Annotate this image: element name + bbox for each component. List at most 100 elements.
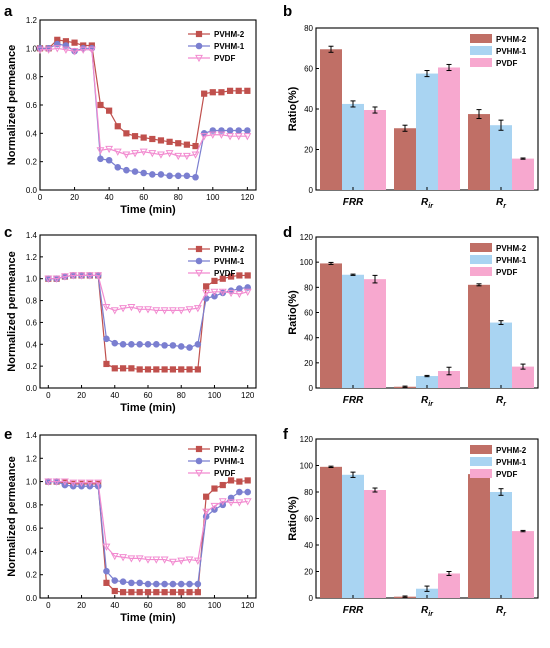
y-tick-label: 0 [309,594,314,603]
data-point [94,272,103,280]
data-point [236,478,243,485]
data-point [105,145,114,154]
data-point [211,292,218,300]
data-point [244,87,251,94]
data-point [236,488,243,496]
legend-item: PVHM-1 [470,457,527,467]
data-point [119,305,128,313]
data-point [177,343,185,350]
data-point [140,134,147,141]
legend-marker [195,30,203,38]
data-point [96,147,105,155]
y-tick-label: 0.6 [26,101,38,110]
legend-marker [195,445,203,453]
data-point [128,579,135,587]
data-point [103,335,110,343]
data-point [226,133,235,141]
category-label: Rir [421,605,434,618]
x-tick-label: 100 [208,391,222,400]
x-tick-label: 0 [38,193,43,202]
y-tick-label: 20 [304,568,313,577]
category-sub: r [503,401,507,408]
y-tick-label: 0.2 [26,571,38,580]
bar [320,263,342,388]
data-point [169,342,177,349]
data-point [152,307,161,315]
data-point [244,272,251,279]
legend-swatch [470,469,492,478]
legend-marker [195,269,203,278]
legend-item: PVDF [188,54,235,63]
data-point [119,365,127,372]
data-point [183,141,190,148]
legend-swatch [470,58,492,67]
data-point [144,306,152,314]
data-point [243,288,252,296]
category-main: R [421,395,429,406]
y-axis-title: Normalized permeance [6,45,18,165]
legend-label: PVDF [214,54,235,63]
category-sub: ir [428,401,434,408]
data-point [183,172,191,180]
data-point [169,366,177,373]
legend-item: PVHM-2 [188,30,245,39]
legend-label: PVHM-1 [214,257,245,266]
y-tick-label: 0 [309,384,314,393]
y-tick-label: 0.8 [26,73,38,82]
legend-item: PVHM-2 [470,243,527,253]
data-point [140,169,147,177]
data-point [70,48,79,56]
y-tick-label: 1.2 [26,16,38,25]
data-point [44,478,53,486]
data-point [135,306,144,314]
y-tick-label: 100 [300,462,314,471]
x-tick-label: 0 [46,601,51,610]
data-point [60,478,69,486]
bar [438,371,460,388]
data-point [193,557,202,565]
data-point [44,46,53,54]
data-point [122,151,131,159]
data-point [178,366,185,373]
line-chart-c: 0.0 0.2 0.4 0.6 0.8 1.0 1.2 1.4 0 20 40 60 80 100 120 T… [6,231,257,414]
data-point [243,498,252,506]
data-point [235,290,244,299]
legend-label: PVHM-1 [214,42,245,51]
y-axis-title: Ratio(%) [287,496,299,541]
x-axis-title: Time (min) [120,204,176,216]
data-point [177,580,185,588]
data-point [60,273,69,281]
legend-label: PVHM-2 [214,445,245,454]
legend-swatch [470,255,492,264]
bar [364,110,386,190]
data-point [157,137,165,144]
y-tick-label: 100 [300,258,314,267]
data-point [201,90,208,97]
x-tick-label: 40 [105,193,114,202]
y-tick-label: 0.2 [26,158,38,167]
legend-item: PVHM-2 [188,445,245,454]
y-tick-label: 40 [304,105,313,114]
data-point [186,366,193,373]
bar [438,67,460,190]
data-point [79,46,88,54]
data-point [226,127,234,134]
data-point [136,366,143,373]
x-axis-title: Time (min) [120,402,176,414]
category-label: Rr [496,605,507,618]
data-point [200,133,209,141]
category-main: R [496,197,504,208]
data-point [166,172,173,180]
bar [490,492,512,598]
legend-label: PVDF [496,470,517,479]
category-sub: ir [428,203,434,210]
series-pvhm-1 [45,478,251,588]
data-point [186,580,193,588]
series-line [48,274,248,312]
data-point [208,131,217,139]
data-point [102,304,111,312]
legend-swatch [470,34,492,43]
data-point [77,272,86,280]
data-point [168,307,177,315]
